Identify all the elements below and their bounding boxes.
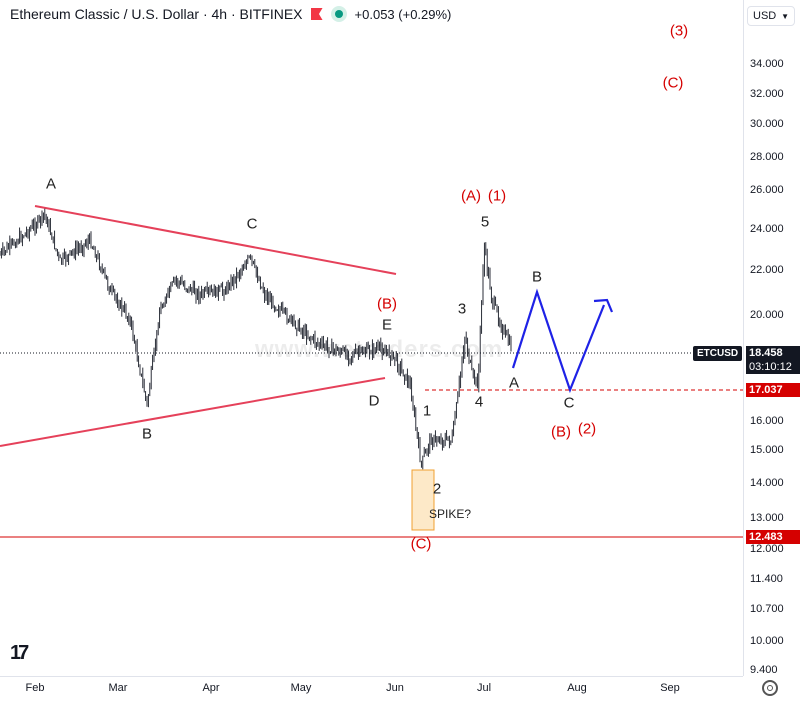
level-price-label-12483: 12.483	[746, 530, 800, 544]
price-tick: 13.000	[750, 512, 784, 524]
level-price-label-17037: 17.037	[746, 383, 800, 397]
projection-arrowhead	[593, 298, 614, 313]
time-tick: Apr	[202, 682, 220, 694]
wave-label-2-paren: (2)	[577, 420, 597, 438]
time-axis[interactable]: Feb Mar Apr May Jun Jul Aug Sep	[0, 676, 743, 701]
wave-label-A-small: A	[508, 374, 520, 392]
price-axis[interactable]: 34.000 32.000 30.000 28.000 26.000 24.000 22.0…	[743, 0, 800, 676]
price-tick: 11.400	[750, 573, 783, 585]
wave-label-3: 3	[457, 300, 467, 318]
price-tick: 24.000	[750, 223, 784, 235]
price-change: +0.053 (+0.29%)	[354, 6, 452, 22]
wave-label-B: B	[141, 425, 153, 443]
wave-label-D: D	[368, 392, 380, 410]
price-tick: 15.000	[750, 444, 784, 456]
time-tick: Feb	[25, 682, 45, 694]
price-tick: 16.000	[750, 415, 784, 427]
price-tick: 14.000	[750, 477, 784, 489]
wave-label-2: 2	[432, 480, 442, 498]
time-tick: May	[290, 682, 312, 694]
wave-label-C-top: (C)	[662, 74, 684, 92]
time-tick: Sep	[660, 682, 680, 694]
upper-trendline[interactable]	[34, 205, 397, 275]
wave-label-C-paren: (C)	[410, 535, 432, 553]
current-price-label: 18.458	[746, 346, 800, 360]
price-tick: 9.400	[750, 664, 778, 676]
tradingview-logo[interactable]: 17	[10, 642, 29, 664]
spike-label: SPIKE?	[428, 507, 472, 521]
spike-box[interactable]	[411, 469, 435, 531]
bar-countdown-label: 03:10:12	[746, 360, 800, 374]
wave-label-C: C	[246, 215, 258, 233]
wave-label-B-paren: (B)	[377, 295, 397, 313]
wave-label-E: E	[381, 316, 393, 334]
wave-label-1-paren: (1)	[487, 187, 507, 205]
price-tick: 30.000	[750, 118, 784, 130]
price-tick: 34.000	[750, 58, 784, 70]
wave-label-C-small: C	[563, 394, 575, 412]
time-tick: Mar	[108, 682, 128, 694]
price-tick: 28.000	[750, 151, 784, 163]
wave-label-A-paren: (A)	[461, 187, 481, 205]
price-tick: 10.700	[750, 603, 784, 615]
projection-path[interactable]	[511, 288, 606, 394]
market-status-icon[interactable]	[330, 6, 347, 22]
chart-header: Ethereum Classic / U.S. Dollar · 4h · BI…	[6, 4, 456, 24]
price-tick: 32.000	[750, 88, 784, 100]
settings-gear-icon[interactable]	[762, 680, 778, 696]
price-tick: 26.000	[750, 184, 784, 196]
symbol-price-tag: ETCUSD	[693, 346, 743, 361]
price-tick: 20.000	[750, 309, 784, 321]
price-tick: 10.000	[750, 635, 784, 647]
wave-label-A: A	[45, 175, 57, 193]
chevron-down-icon: ▼	[781, 11, 789, 21]
wave-label-4: 4	[474, 393, 484, 411]
candlestick-series	[0, 208, 512, 470]
wave-label-B2-paren: (B)	[551, 423, 571, 441]
time-tick: Jun	[386, 682, 404, 694]
price-tick: 12.000	[750, 543, 784, 555]
price-chart[interactable]	[0, 0, 743, 676]
time-tick: Jul	[476, 682, 492, 694]
wave-label-3: (3)	[669, 22, 689, 40]
wave-label-B-small: B	[531, 268, 543, 286]
price-tick: 22.000	[750, 264, 784, 276]
watermark: www.wetraders.com	[255, 336, 504, 363]
wave-label-5: 5	[480, 213, 490, 231]
wave-label-1: 1	[422, 402, 432, 420]
flag-icon[interactable]	[310, 8, 323, 20]
time-tick: Aug	[567, 682, 587, 694]
lower-trendline[interactable]	[0, 377, 386, 447]
currency-label: USD	[753, 10, 777, 22]
symbol-title[interactable]: Ethereum Classic / U.S. Dollar · 4h · BI…	[10, 6, 303, 22]
currency-selector[interactable]: USD ▼	[747, 6, 795, 26]
